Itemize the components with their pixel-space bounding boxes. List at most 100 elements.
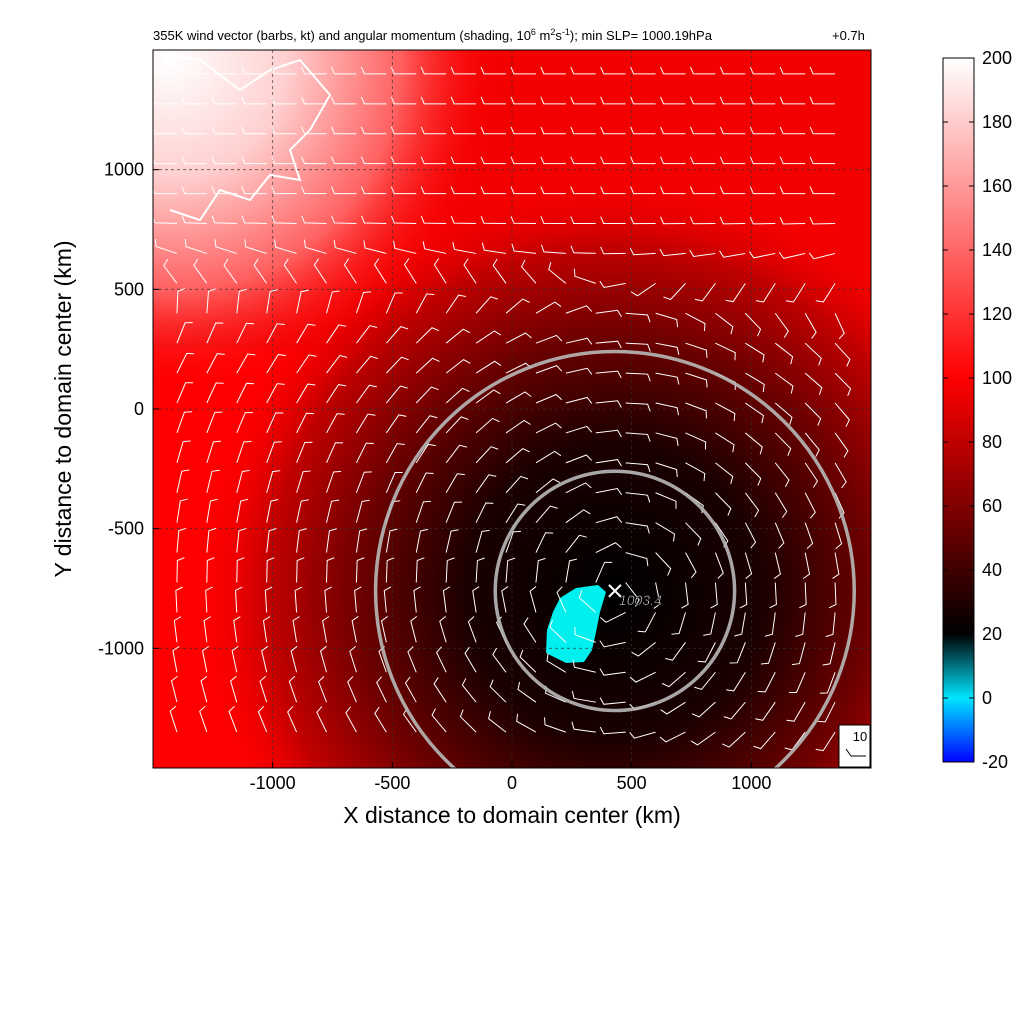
wind-barb [463,258,477,284]
colorbar-tick-label: 160 [982,176,1012,196]
wind-barb [319,645,327,673]
y-tick-label: 0 [134,399,144,419]
wind-barb [815,283,836,303]
wind-barb [184,238,208,254]
wind-barb [330,156,357,165]
wind-barb [600,246,626,255]
wind-barb [834,432,849,458]
wind-barb [472,586,480,613]
wind-barb [631,641,656,657]
wind-barb [420,96,447,105]
wind-barb [599,726,626,735]
wind-barb [689,66,716,75]
wind-barb [326,413,345,434]
wind-barb [492,258,507,284]
wind-barb [480,216,507,225]
wind-barb [360,186,387,195]
wind-barb [322,616,330,643]
wind-barb [689,156,716,165]
x-tick-label: 0 [507,773,517,793]
wind-barb [703,612,716,636]
wind-barb [505,557,516,583]
wind-barb [570,186,596,195]
wind-barb [326,324,347,344]
wind-barb [760,642,776,665]
wind-barb [176,469,190,493]
wind-barb [630,66,656,75]
wind-barb [834,522,843,550]
wind-barb [475,296,499,314]
wind-barb [744,312,762,337]
wind-barb [385,356,409,374]
wind-barb [236,440,252,464]
wind-barb [330,66,357,75]
wind-barb [301,156,327,165]
wind-barb [433,258,447,284]
wind-barb [420,66,447,75]
wind-barb [691,701,716,718]
wind-barb [356,325,378,344]
wind-barb [535,301,562,314]
wind-barb [719,66,746,75]
wind-barb [629,731,656,739]
y-tick-label: 1000 [104,160,144,180]
wind-barb [271,156,297,165]
wind-barb [630,186,656,195]
wind-barb [540,126,566,135]
wind-barb [176,527,187,553]
wind-barb [578,590,597,613]
wind-barb [739,582,748,609]
wind-barb [660,701,686,715]
wind-barb [294,586,303,613]
wind-barb [625,582,640,607]
wind-barb [445,294,467,314]
wind-barb [264,586,273,613]
wind-barb [261,645,269,673]
wind-barb [519,649,537,673]
wind-barb [809,186,836,195]
wind-barb [828,582,837,609]
wind-barb [745,342,765,363]
colorbar-tick-label: 120 [982,304,1012,324]
wind-barb [774,372,794,394]
wind-barb [433,677,447,703]
wind-barb [535,422,562,434]
wind-barb [356,413,376,434]
wind-barb [599,697,626,705]
wind-barb [774,402,793,425]
wind-barb [715,432,735,453]
wind-barb [510,216,536,225]
wind-barb [206,382,224,404]
wind-barb [774,462,790,487]
wind-barb [296,323,316,344]
wind-barb [734,612,746,637]
wind-barb [535,450,562,464]
wind-barb [404,676,417,703]
reference-barb-label: 10 [853,729,867,744]
wind-barb [436,646,447,673]
wind-barb [236,527,247,553]
wind-barb [201,645,210,673]
wind-barb [744,552,753,579]
wind-barb [523,617,537,643]
wind-barb [403,258,417,284]
wind-barb [450,66,477,75]
wind-barb [439,616,447,643]
wind-barb [505,475,529,494]
wind-barb [595,429,622,438]
wind-barb [749,216,776,225]
wind-barb [655,432,679,447]
wind-barb [376,676,387,703]
wind-barb [660,96,686,105]
wind-barb [301,186,327,195]
wind-barb [390,126,417,135]
wind-barb [415,357,440,374]
wind-barb [764,612,776,637]
wind-barb [540,216,566,225]
wind-barb [271,66,297,75]
wind-barb [548,262,567,284]
wind-barb [181,156,207,165]
wind-barb [505,298,530,314]
wind-barb [303,239,327,254]
